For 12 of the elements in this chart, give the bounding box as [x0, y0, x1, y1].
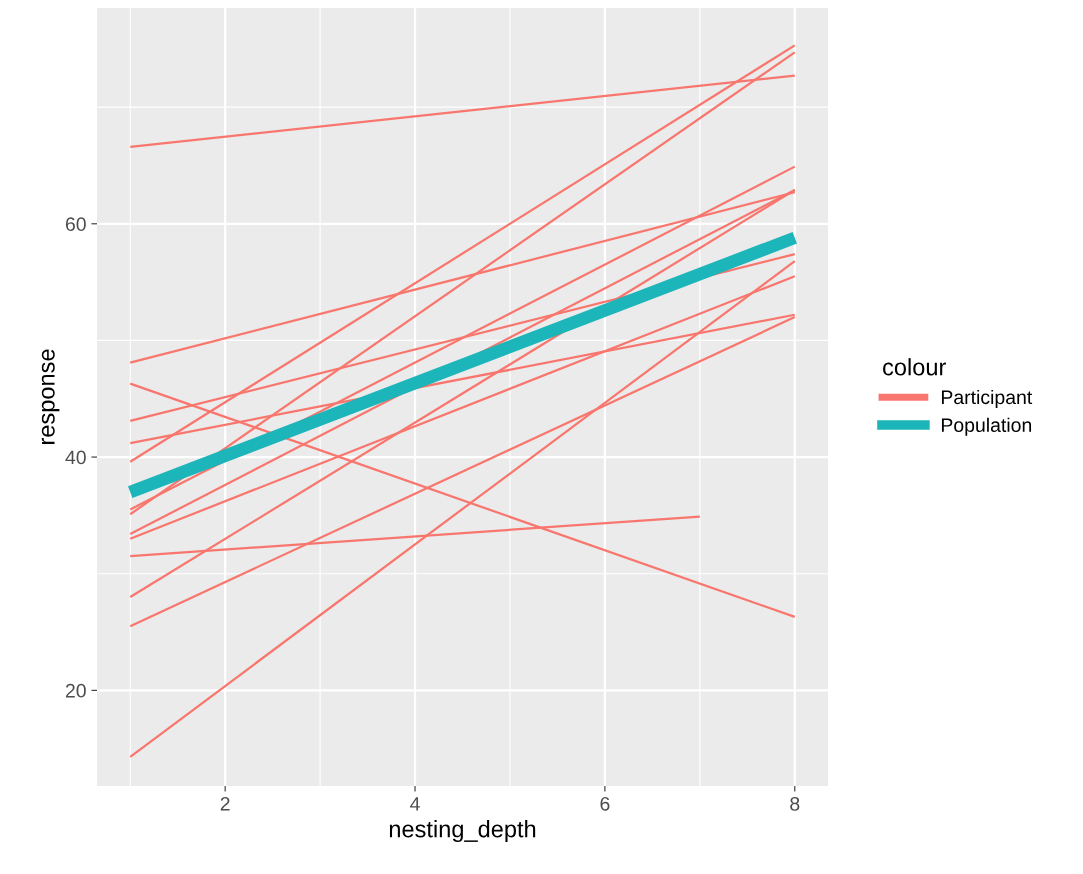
y-tick-label: 60 — [65, 217, 86, 232]
x-tick-label: 4 — [410, 797, 420, 811]
y-axis-title: response — [41, 349, 60, 444]
legend-label: Population — [941, 417, 1032, 436]
x-tick-label: 2 — [220, 796, 230, 811]
y-tick-label: 20 — [65, 683, 86, 698]
x-tick-label: 6 — [600, 796, 610, 811]
legend-label: Participant — [941, 389, 1033, 408]
legend-title: colour — [883, 358, 946, 376]
x-axis-title: nesting_depth — [389, 820, 536, 843]
x-tick-label: 8 — [790, 796, 800, 811]
y-tick-label: 40 — [65, 450, 86, 465]
